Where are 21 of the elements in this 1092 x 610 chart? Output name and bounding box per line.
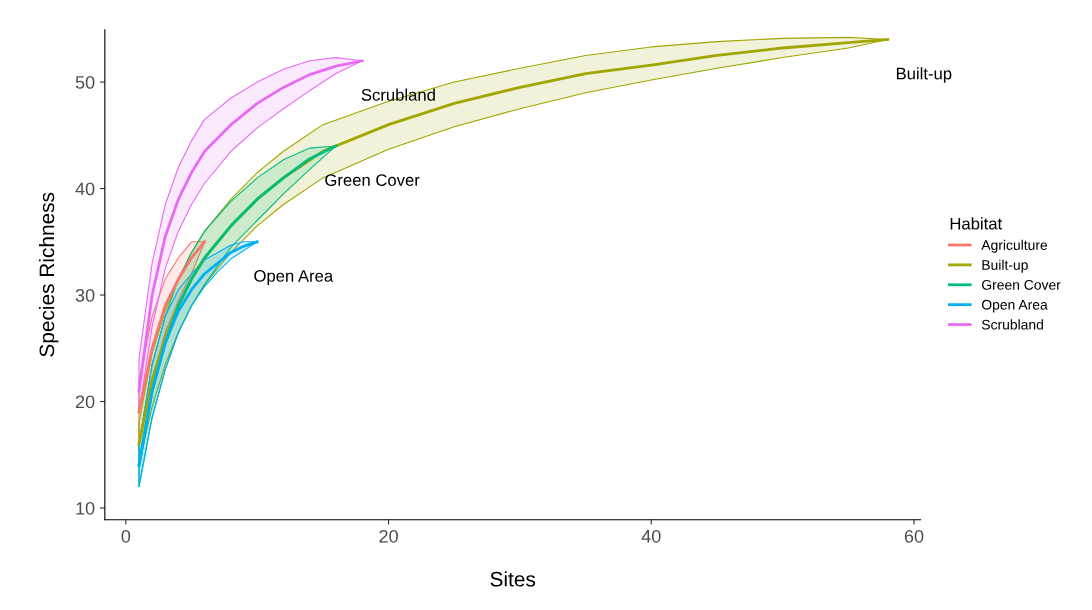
y-tick-label: 30 — [75, 288, 95, 302]
legend-label: Green Cover — [982, 279, 1061, 290]
x-axis-title: Sites — [490, 571, 536, 587]
legend-label: Built-up — [982, 259, 1028, 273]
annotation: Open Area — [254, 270, 334, 286]
legend-title: Habitat — [950, 217, 1003, 230]
x-tick-label: 0 — [121, 529, 131, 543]
y-axis-title: Species Richness — [38, 192, 59, 357]
x-tick-label: 20 — [379, 529, 398, 543]
y-tick-label: 20 — [75, 395, 95, 409]
line-series — [137, 240, 207, 414]
y-tick-label: 10 — [76, 501, 95, 515]
y-tick-label: 50 — [75, 76, 95, 89]
annotation: Built-up — [896, 67, 952, 83]
legend-label: Open Area — [981, 299, 1048, 313]
annotation: Green Cover — [325, 174, 420, 186]
y-tick-label: 40 — [75, 182, 95, 196]
x-tick-label: 40 — [641, 529, 661, 543]
legend-label: Scrubland — [981, 319, 1043, 330]
x-tick-label: 60 — [904, 529, 924, 543]
legend-label: Agriculture — [981, 239, 1048, 253]
